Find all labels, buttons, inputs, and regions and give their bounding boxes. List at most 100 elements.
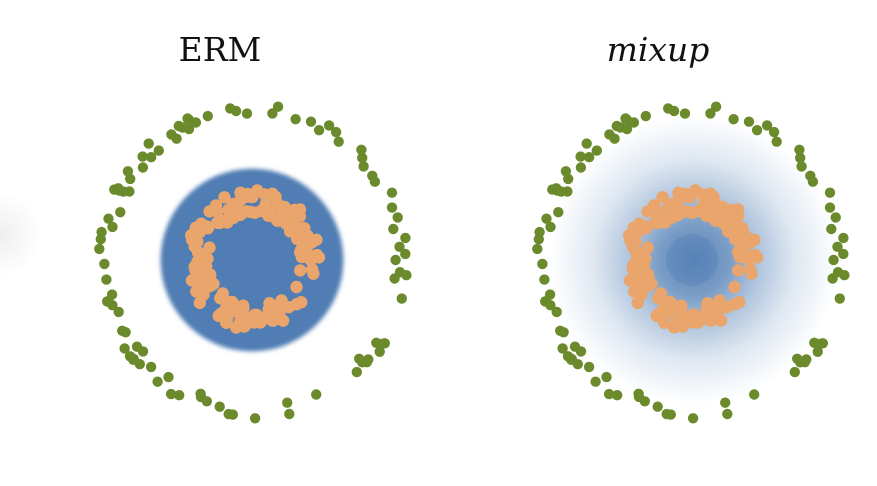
outer-point: [832, 241, 843, 252]
outer-point: [824, 202, 836, 213]
outer-point: [665, 409, 676, 420]
outer-point: [834, 293, 845, 304]
outer-point: [563, 173, 574, 185]
inner-class-points: [185, 184, 326, 334]
inner-point: [244, 205, 257, 218]
outer-point: [124, 186, 135, 197]
outer-point: [137, 162, 149, 173]
inner-point: [709, 197, 722, 211]
outer-point: [830, 212, 841, 223]
inner-point: [732, 264, 745, 277]
inner-point: [656, 191, 669, 204]
outer-point: [183, 114, 194, 125]
outer-point: [284, 408, 295, 420]
outer-point: [583, 361, 595, 373]
inner-point: [641, 241, 654, 254]
outer-point: [225, 103, 236, 114]
outer-point: [214, 401, 225, 412]
outer-point: [354, 353, 365, 364]
inner-point: [262, 209, 275, 222]
inner-point: [682, 205, 695, 218]
outer-point: [812, 346, 823, 357]
outer-point: [107, 300, 118, 311]
inner-point: [629, 246, 643, 259]
inner-point: [295, 232, 309, 246]
outer-point: [267, 108, 278, 119]
outer-point: [202, 110, 213, 122]
outer-point: [687, 413, 699, 424]
outer-point: [553, 207, 564, 218]
outer-point: [575, 162, 587, 173]
outer-point: [771, 136, 782, 147]
erm-panel: ERM: [94, 30, 412, 424]
outer-point: [356, 144, 367, 155]
outer-point: [394, 267, 406, 278]
outer-point: [94, 243, 105, 255]
inner-point: [275, 294, 288, 307]
inner-point: [641, 268, 655, 281]
outer-point: [290, 114, 301, 125]
outer-point: [152, 376, 163, 387]
outer-point: [305, 116, 317, 127]
outer-point: [581, 138, 592, 149]
outer-point: [177, 122, 188, 133]
inner-point: [641, 205, 654, 218]
outer-point: [119, 343, 130, 354]
mixup-decision-gradient: [549, 115, 839, 405]
outer-point: [601, 371, 612, 383]
outer-point: [826, 223, 837, 235]
inner-point: [657, 303, 670, 316]
outer-point: [333, 136, 344, 147]
outer-point: [392, 212, 403, 223]
outer-point: [330, 126, 342, 138]
outer-point: [809, 337, 820, 348]
inner-point: [222, 203, 235, 216]
inner-point: [294, 264, 307, 277]
inner-point: [251, 184, 264, 197]
outer-point: [323, 120, 335, 131]
outer-point: [358, 161, 369, 172]
outer-point: [367, 170, 378, 181]
outer-point: [562, 186, 573, 197]
inner-point: [637, 281, 650, 294]
outer-point: [545, 300, 556, 311]
outer-point: [679, 108, 691, 119]
inner-point: [219, 214, 232, 227]
outer-point: [174, 390, 185, 401]
inner-point: [254, 316, 267, 329]
outer-point: [396, 293, 407, 304]
outer-point: [720, 397, 731, 408]
inner-point: [742, 249, 755, 263]
inner-point: [304, 249, 317, 263]
outer-point: [652, 401, 663, 412]
outer-point: [137, 151, 148, 162]
inner-point: [191, 246, 205, 259]
inner-point: [656, 294, 670, 307]
outer-point: [722, 408, 733, 420]
inner-point: [234, 208, 247, 222]
outer-point: [796, 161, 807, 172]
outer-point: [789, 366, 800, 378]
outer-point: [558, 327, 569, 338]
outer-point: [805, 170, 816, 181]
outer-point: [728, 114, 739, 125]
outer-point: [137, 346, 149, 357]
inner-point: [745, 267, 758, 280]
mixup-title: mixup: [606, 30, 710, 69]
outer-point: [761, 120, 773, 131]
inner-point: [271, 197, 284, 211]
outer-point: [584, 152, 595, 163]
inner-point: [721, 225, 735, 238]
outer-point: [101, 274, 112, 285]
outer-point: [612, 390, 623, 401]
inner-point: [715, 206, 729, 220]
outer-point: [103, 213, 114, 224]
outer-point: [828, 254, 839, 266]
outer-point: [572, 359, 583, 370]
inner-point: [218, 191, 231, 204]
outer-point: [615, 122, 626, 133]
outer-point: [400, 232, 411, 244]
outer-point: [768, 126, 780, 138]
inner-point: [672, 208, 685, 222]
erm-plot: [94, 101, 412, 424]
